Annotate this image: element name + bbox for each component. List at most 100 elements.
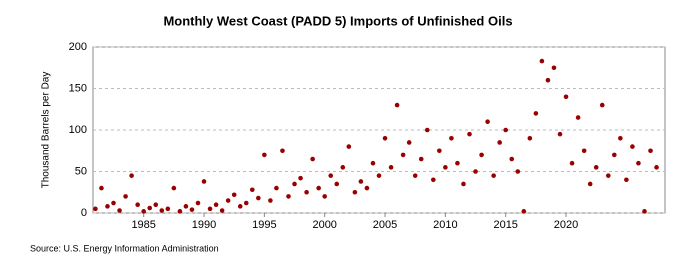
data-point [406,140,412,145]
data-point [509,156,515,162]
data-point [195,200,201,206]
data-point [334,181,340,187]
data-point [503,127,509,133]
data-point [400,152,406,158]
data-point [569,160,575,166]
data-point [533,111,539,116]
data-point [135,202,140,207]
x-tick-label: 2000 [312,219,336,231]
data-point [231,192,237,198]
data-point [93,206,98,212]
data-point [418,156,424,162]
data-point [370,160,376,166]
data-point [479,152,484,158]
data-point [201,179,207,184]
data-point [431,177,436,183]
data-point [455,160,460,166]
data-point [575,115,581,120]
data-point [207,206,213,212]
data-point [165,206,171,212]
data-point [515,169,521,174]
y-axis-label: Thousand Barrels per Day [41,72,52,189]
data-point [539,58,545,64]
data-point [461,181,466,187]
data-point [328,173,334,178]
data-point [262,152,267,158]
data-point [424,127,430,133]
data-point [593,165,599,170]
data-point [316,185,321,191]
data-point [449,136,454,141]
data-point [412,173,418,178]
x-tick-label: 2010 [433,219,457,231]
data-point [177,209,183,214]
data-point [587,181,593,187]
data-point [437,148,442,154]
data-point [485,119,490,124]
data-point [183,204,189,209]
data-point [153,202,159,207]
data-point [129,173,134,178]
x-tick-label: 1995 [252,219,276,231]
data-point [654,165,659,170]
x-tick-label: 2005 [373,219,397,231]
data-point [219,208,225,213]
data-point [213,202,219,207]
data-point [99,185,104,191]
data-point [189,207,195,212]
y-tick-label: 50 [75,165,87,177]
data-point [322,194,327,199]
data-point [563,94,569,100]
data-point [237,204,243,209]
data-point [557,131,563,137]
data-point [527,136,533,141]
data-point [123,194,128,199]
y-tick-label: 200 [69,41,87,53]
data-point [394,102,400,108]
data-point [304,189,309,195]
chart-title: Monthly West Coast (PADD 5) Imports of U… [163,13,512,28]
data-point [225,198,231,203]
data-point [292,181,297,187]
data-point [249,187,255,193]
data-point [648,148,653,154]
data-point [256,195,261,201]
data-point [171,185,177,191]
data-point [358,179,364,184]
data-point [141,209,146,214]
data-point [605,173,611,178]
data-point [388,165,394,170]
data-point [111,200,116,206]
data-point [497,140,502,145]
source-note: Source: U.S. Energy Information Administ… [30,243,219,253]
data-point [521,209,527,214]
data-point [280,148,285,154]
data-point [159,208,165,213]
y-tick-label: 0 [81,207,87,219]
data-point [581,148,587,154]
data-point [274,185,279,191]
data-point [243,200,249,206]
data-point [346,144,352,149]
data-point [599,102,605,108]
data-point [268,198,273,203]
data-point [310,156,315,162]
data-point [286,194,291,199]
data-point [443,165,448,170]
data-point [376,173,382,178]
data-point [551,65,557,71]
y-tick-label: 150 [69,82,87,94]
data-point [491,173,496,178]
data-point [618,136,623,141]
y-tick-label: 100 [69,124,87,136]
data-point [298,175,303,181]
data-point [117,208,122,213]
data-point [352,189,358,195]
data-point [630,144,635,149]
data-point [364,185,370,191]
x-tick-label: 1985 [131,219,155,231]
data-point [642,209,647,214]
data-point [473,169,478,174]
data-point [147,205,153,211]
